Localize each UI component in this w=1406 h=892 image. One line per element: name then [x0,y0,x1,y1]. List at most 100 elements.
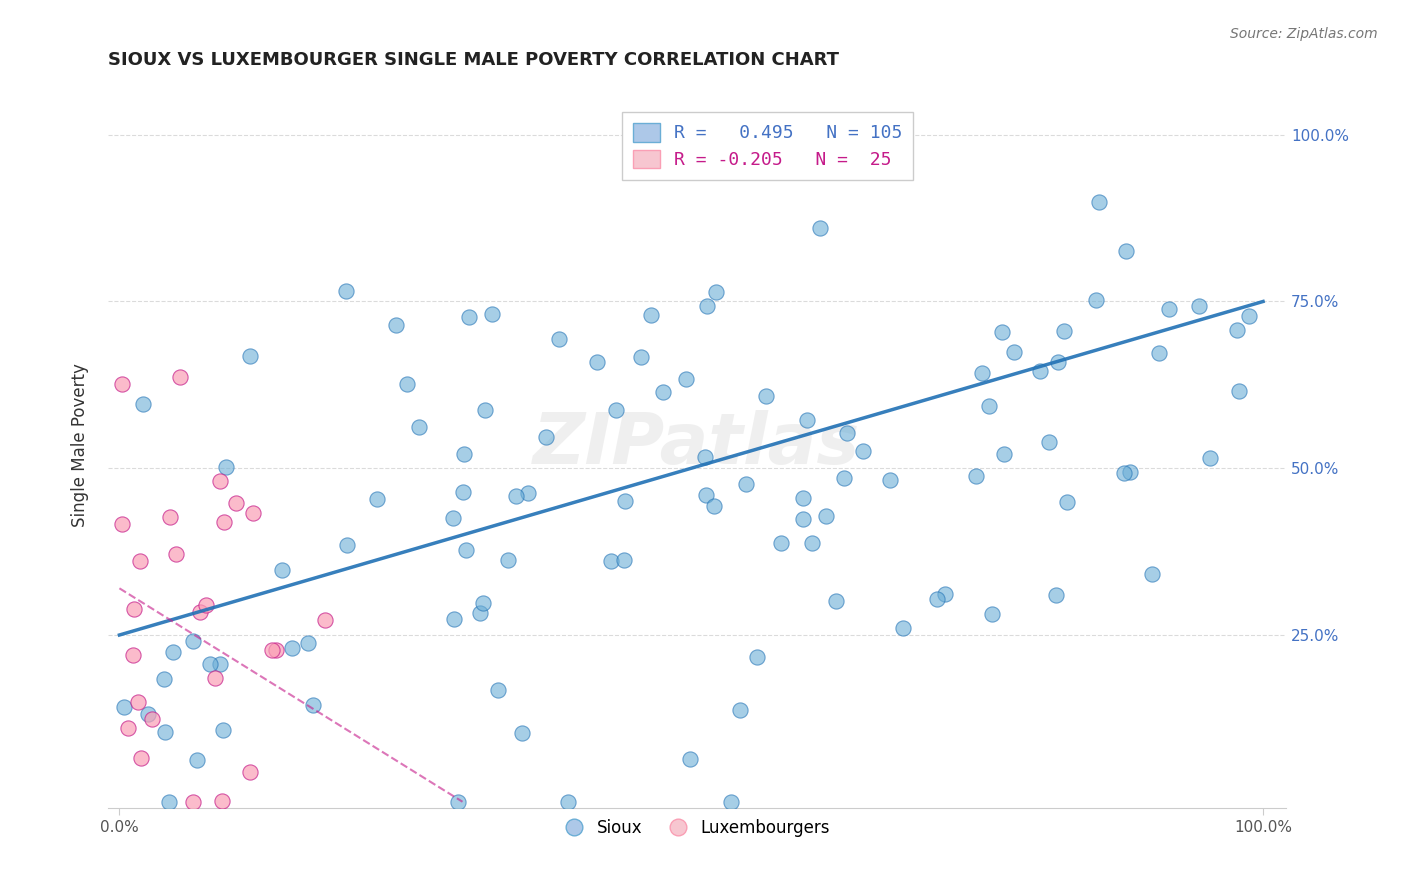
Sioux [704,285,727,299]
Sioux [297,636,319,650]
Sioux [599,554,621,568]
Sioux [1140,567,1163,582]
Sioux [366,491,388,506]
Sioux [457,310,479,325]
Luxembourgers [211,794,233,808]
Luxembourgers [159,509,181,524]
Sioux [468,606,491,620]
Sioux [1115,244,1137,259]
Luxembourgers [195,598,218,612]
Sioux [281,641,304,656]
Sioux [453,447,475,461]
Sioux [212,723,235,738]
Sioux [153,673,176,687]
Sioux [832,471,855,485]
Luxembourgers [111,376,134,391]
Sioux [474,402,496,417]
Y-axis label: Single Male Poverty: Single Male Poverty [72,363,89,527]
Sioux [447,795,470,809]
Sioux [1002,345,1025,359]
Sioux [510,726,533,740]
Sioux [613,493,636,508]
Sioux [335,284,357,298]
Sioux [703,499,725,513]
Luxembourgers [122,648,145,663]
Luxembourgers [111,516,134,531]
Luxembourgers [209,475,232,489]
Sioux [728,703,751,717]
Luxembourgers [117,721,139,735]
Sioux [990,325,1012,339]
Sioux [441,510,464,524]
Sioux [505,489,527,503]
Sioux [162,645,184,659]
Sioux [605,402,627,417]
Sioux [1112,467,1135,481]
Sioux [1088,194,1111,209]
Sioux [454,542,477,557]
Luxembourgers [127,695,149,709]
Luxembourgers [165,547,187,561]
Sioux [745,650,768,665]
Sioux [801,536,824,550]
Text: Source: ZipAtlas.com: Source: ZipAtlas.com [1230,27,1378,41]
Sioux [516,486,538,500]
Sioux [486,682,509,697]
Sioux [993,447,1015,461]
Sioux [1047,355,1070,369]
Sioux [630,350,652,364]
Luxembourgers [225,496,247,510]
Sioux [1045,588,1067,602]
Sioux [965,469,987,483]
Sioux [640,309,662,323]
Luxembourgers [181,795,204,809]
Sioux [769,536,792,550]
Luxembourgers [188,606,211,620]
Sioux [796,413,818,427]
Sioux [783,140,806,154]
Sioux [443,612,465,626]
Sioux [695,450,717,465]
Sioux [979,399,1001,413]
Sioux [824,594,846,608]
Luxembourgers [122,602,145,616]
Sioux [472,596,495,610]
Sioux [209,657,232,672]
Sioux [385,318,408,332]
Sioux [200,657,222,672]
Text: ZIPatlas: ZIPatlas [533,410,860,479]
Luxembourgers [141,712,163,726]
Sioux [1227,384,1250,399]
Luxembourgers [204,671,226,685]
Sioux [453,485,475,500]
Sioux [808,220,831,235]
Sioux [408,419,430,434]
Sioux [852,443,875,458]
Sioux [1053,324,1076,338]
Luxembourgers [242,506,264,520]
Sioux [651,385,673,400]
Sioux [215,459,238,474]
Luxembourgers [129,751,152,765]
Sioux [112,699,135,714]
Legend: Sioux, Luxembourgers: Sioux, Luxembourgers [557,813,837,844]
Luxembourgers [214,515,236,529]
Luxembourgers [169,370,191,384]
Sioux [1188,299,1211,313]
Sioux [481,307,503,321]
Sioux [792,491,814,505]
Sioux [696,299,718,313]
Luxembourgers [239,765,262,780]
Sioux [837,425,859,440]
Sioux [814,509,837,524]
Sioux [1198,451,1220,466]
Sioux [1119,465,1142,479]
Sioux [153,725,176,739]
Sioux [678,752,700,766]
Sioux [1056,495,1078,509]
Sioux [695,487,717,501]
Sioux [186,753,208,767]
Sioux [138,707,160,722]
Sioux [336,538,359,552]
Sioux [395,376,418,391]
